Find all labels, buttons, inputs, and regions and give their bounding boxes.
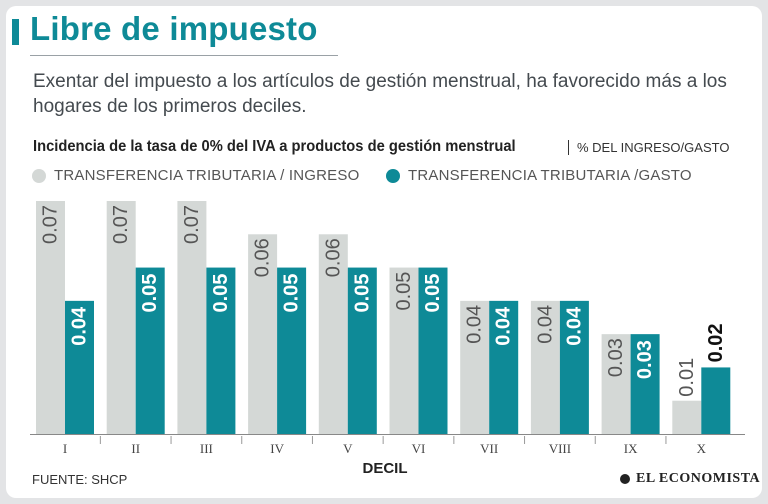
bar-ingreso-X [672, 400, 702, 434]
bar-ingreso-I [36, 201, 65, 434]
bar-gasto-VIII [559, 300, 589, 434]
data-label-ingreso-X: 0.01 [676, 358, 698, 397]
data-label-ingreso-IX: 0.03 [605, 338, 627, 377]
bar-gasto-III [206, 267, 236, 434]
data-label-gasto-X: 0.02 [705, 323, 727, 362]
data-label-ingreso-VIII: 0.04 [534, 305, 556, 344]
data-label-gasto-III: 0.05 [210, 274, 232, 313]
x-tick-label-VI: VI [412, 441, 426, 456]
x-tick-label-VII: VII [480, 441, 498, 456]
bar-gasto-IV [277, 267, 307, 434]
publisher-logo: EL ECONOMISTA [620, 471, 760, 487]
data-label-gasto-VII: 0.04 [493, 306, 515, 346]
chart-unit: % DEL INGRESO/GASTO [568, 140, 729, 155]
legend-label-gasto: TRANSFERENCIA TRIBUTARIA /GASTO [408, 167, 692, 184]
bar-ingreso-VII [460, 300, 490, 434]
x-tick-label-X: X [697, 441, 707, 456]
x-tick-label-IV: IV [270, 441, 284, 456]
bar-gasto-II [135, 267, 165, 434]
legend-item-gasto: TRANSFERENCIA TRIBUTARIA /GASTO [386, 167, 692, 184]
page-title: Libre de impuesto [30, 10, 318, 47]
data-label-gasto-II: 0.05 [139, 274, 161, 313]
x-tick-label-I: I [63, 441, 67, 456]
legend-swatch-gasto [386, 168, 400, 183]
x-tick-label-V: V [343, 441, 353, 456]
x-tick-label-III: III [200, 441, 213, 456]
bar-ingreso-II [106, 201, 136, 434]
data-label-ingreso-V: 0.06 [322, 238, 344, 277]
legend-item-ingreso: TRANSFERENCIA TRIBUTARIA / INGRESO [32, 167, 359, 184]
data-label-gasto-IV: 0.05 [281, 274, 303, 313]
data-label-gasto-VI: 0.05 [422, 274, 444, 313]
bar-ingreso-IV [248, 234, 278, 434]
bar-gasto-X [701, 367, 731, 434]
data-label-gasto-VIII: 0.04 [563, 306, 585, 346]
logo-icon [620, 474, 630, 484]
legend-label-ingreso: TRANSFERENCIA TRIBUTARIA / INGRESO [54, 167, 360, 184]
bar-ingreso-IX [601, 334, 631, 434]
data-label-gasto-V: 0.05 [351, 274, 373, 313]
subtitle: Exentar del impuesto a los artículos de … [33, 71, 727, 117]
x-axis-title: DECIL [363, 460, 408, 477]
bar-gasto-I [65, 300, 94, 434]
bar-ingreso-VIII [530, 300, 560, 434]
bar-ingreso-VI [389, 267, 419, 434]
source-note: FUENTE: SHCP [32, 472, 128, 487]
bar-gasto-VII [489, 300, 519, 434]
bar-gasto-V [347, 267, 377, 434]
data-label-gasto-I: 0.04 [69, 306, 91, 346]
chart-title: Incidencia de la tasa de 0% del IVA a pr… [33, 138, 516, 155]
bar-ingreso-V [318, 234, 348, 434]
data-label-ingreso-VII: 0.04 [464, 305, 486, 344]
bar-ingreso-III [177, 201, 207, 434]
data-label-ingreso-III: 0.07 [181, 205, 203, 244]
title-divider [30, 55, 338, 56]
x-tick-label-II: II [131, 441, 140, 456]
bar-gasto-IX [630, 334, 660, 434]
data-label-ingreso-VI: 0.05 [393, 272, 415, 311]
legend-swatch-ingreso [32, 168, 46, 183]
logo-text: EL ECONOMISTA [636, 471, 761, 486]
data-label-gasto-IX: 0.03 [634, 340, 656, 379]
x-tick-label-IX: IX [624, 441, 638, 456]
x-tick-label-VIII: VIII [549, 441, 571, 456]
bar-gasto-VI [418, 267, 448, 434]
data-label-ingreso-IV: 0.06 [252, 238, 274, 277]
data-label-ingreso-II: 0.07 [110, 205, 132, 244]
title-accent-bar [12, 19, 19, 45]
data-label-ingreso-I: 0.07 [40, 205, 62, 244]
